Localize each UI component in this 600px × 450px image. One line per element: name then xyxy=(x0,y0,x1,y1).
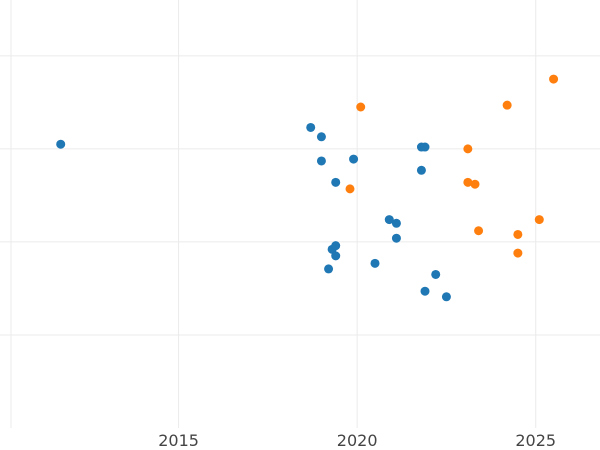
point-series-1-14 xyxy=(331,241,341,251)
point-series-2-3 xyxy=(463,144,473,154)
x-tick-labels: 2015 2020 2025 xyxy=(158,431,556,450)
point-series-1-19 xyxy=(420,286,430,296)
point-series-1-5 xyxy=(349,154,359,164)
point-series-1-16 xyxy=(324,264,334,274)
point-series-1-2 xyxy=(306,122,316,132)
point-series-1-20 xyxy=(441,292,451,302)
point-series-1-8 xyxy=(420,142,430,152)
point-series-2-4 xyxy=(463,177,473,187)
point-series-2-8 xyxy=(474,226,484,236)
point-series-1-12 xyxy=(391,233,401,243)
point-series-1-11 xyxy=(391,218,401,228)
point-series-2-2 xyxy=(345,184,355,194)
point-series-2-1 xyxy=(356,102,366,112)
point-series-1-1 xyxy=(56,139,66,149)
point-series-2-6 xyxy=(502,100,512,110)
point-series-2-7 xyxy=(549,74,559,84)
point-series-2-5 xyxy=(470,179,480,189)
point-series-1-6 xyxy=(331,177,341,187)
x-tick-label-2020: 2020 xyxy=(337,431,378,450)
point-series-1-15 xyxy=(331,251,341,261)
point-series-2-10 xyxy=(534,215,544,225)
point-series-2-11 xyxy=(513,248,523,258)
data-points xyxy=(56,74,559,302)
x-gridlines xyxy=(10,0,537,428)
y-gridlines xyxy=(0,55,600,336)
point-series-1-10 xyxy=(384,215,394,225)
point-series-2-9 xyxy=(513,229,523,239)
x-tick-label-2015: 2015 xyxy=(158,431,199,450)
point-series-1-4 xyxy=(316,156,326,166)
point-series-1-3 xyxy=(316,132,326,142)
point-series-1-18 xyxy=(431,269,441,279)
point-series-1-17 xyxy=(370,258,380,268)
x-tick-label-2025: 2025 xyxy=(515,431,556,450)
point-series-1-9 xyxy=(416,165,426,175)
